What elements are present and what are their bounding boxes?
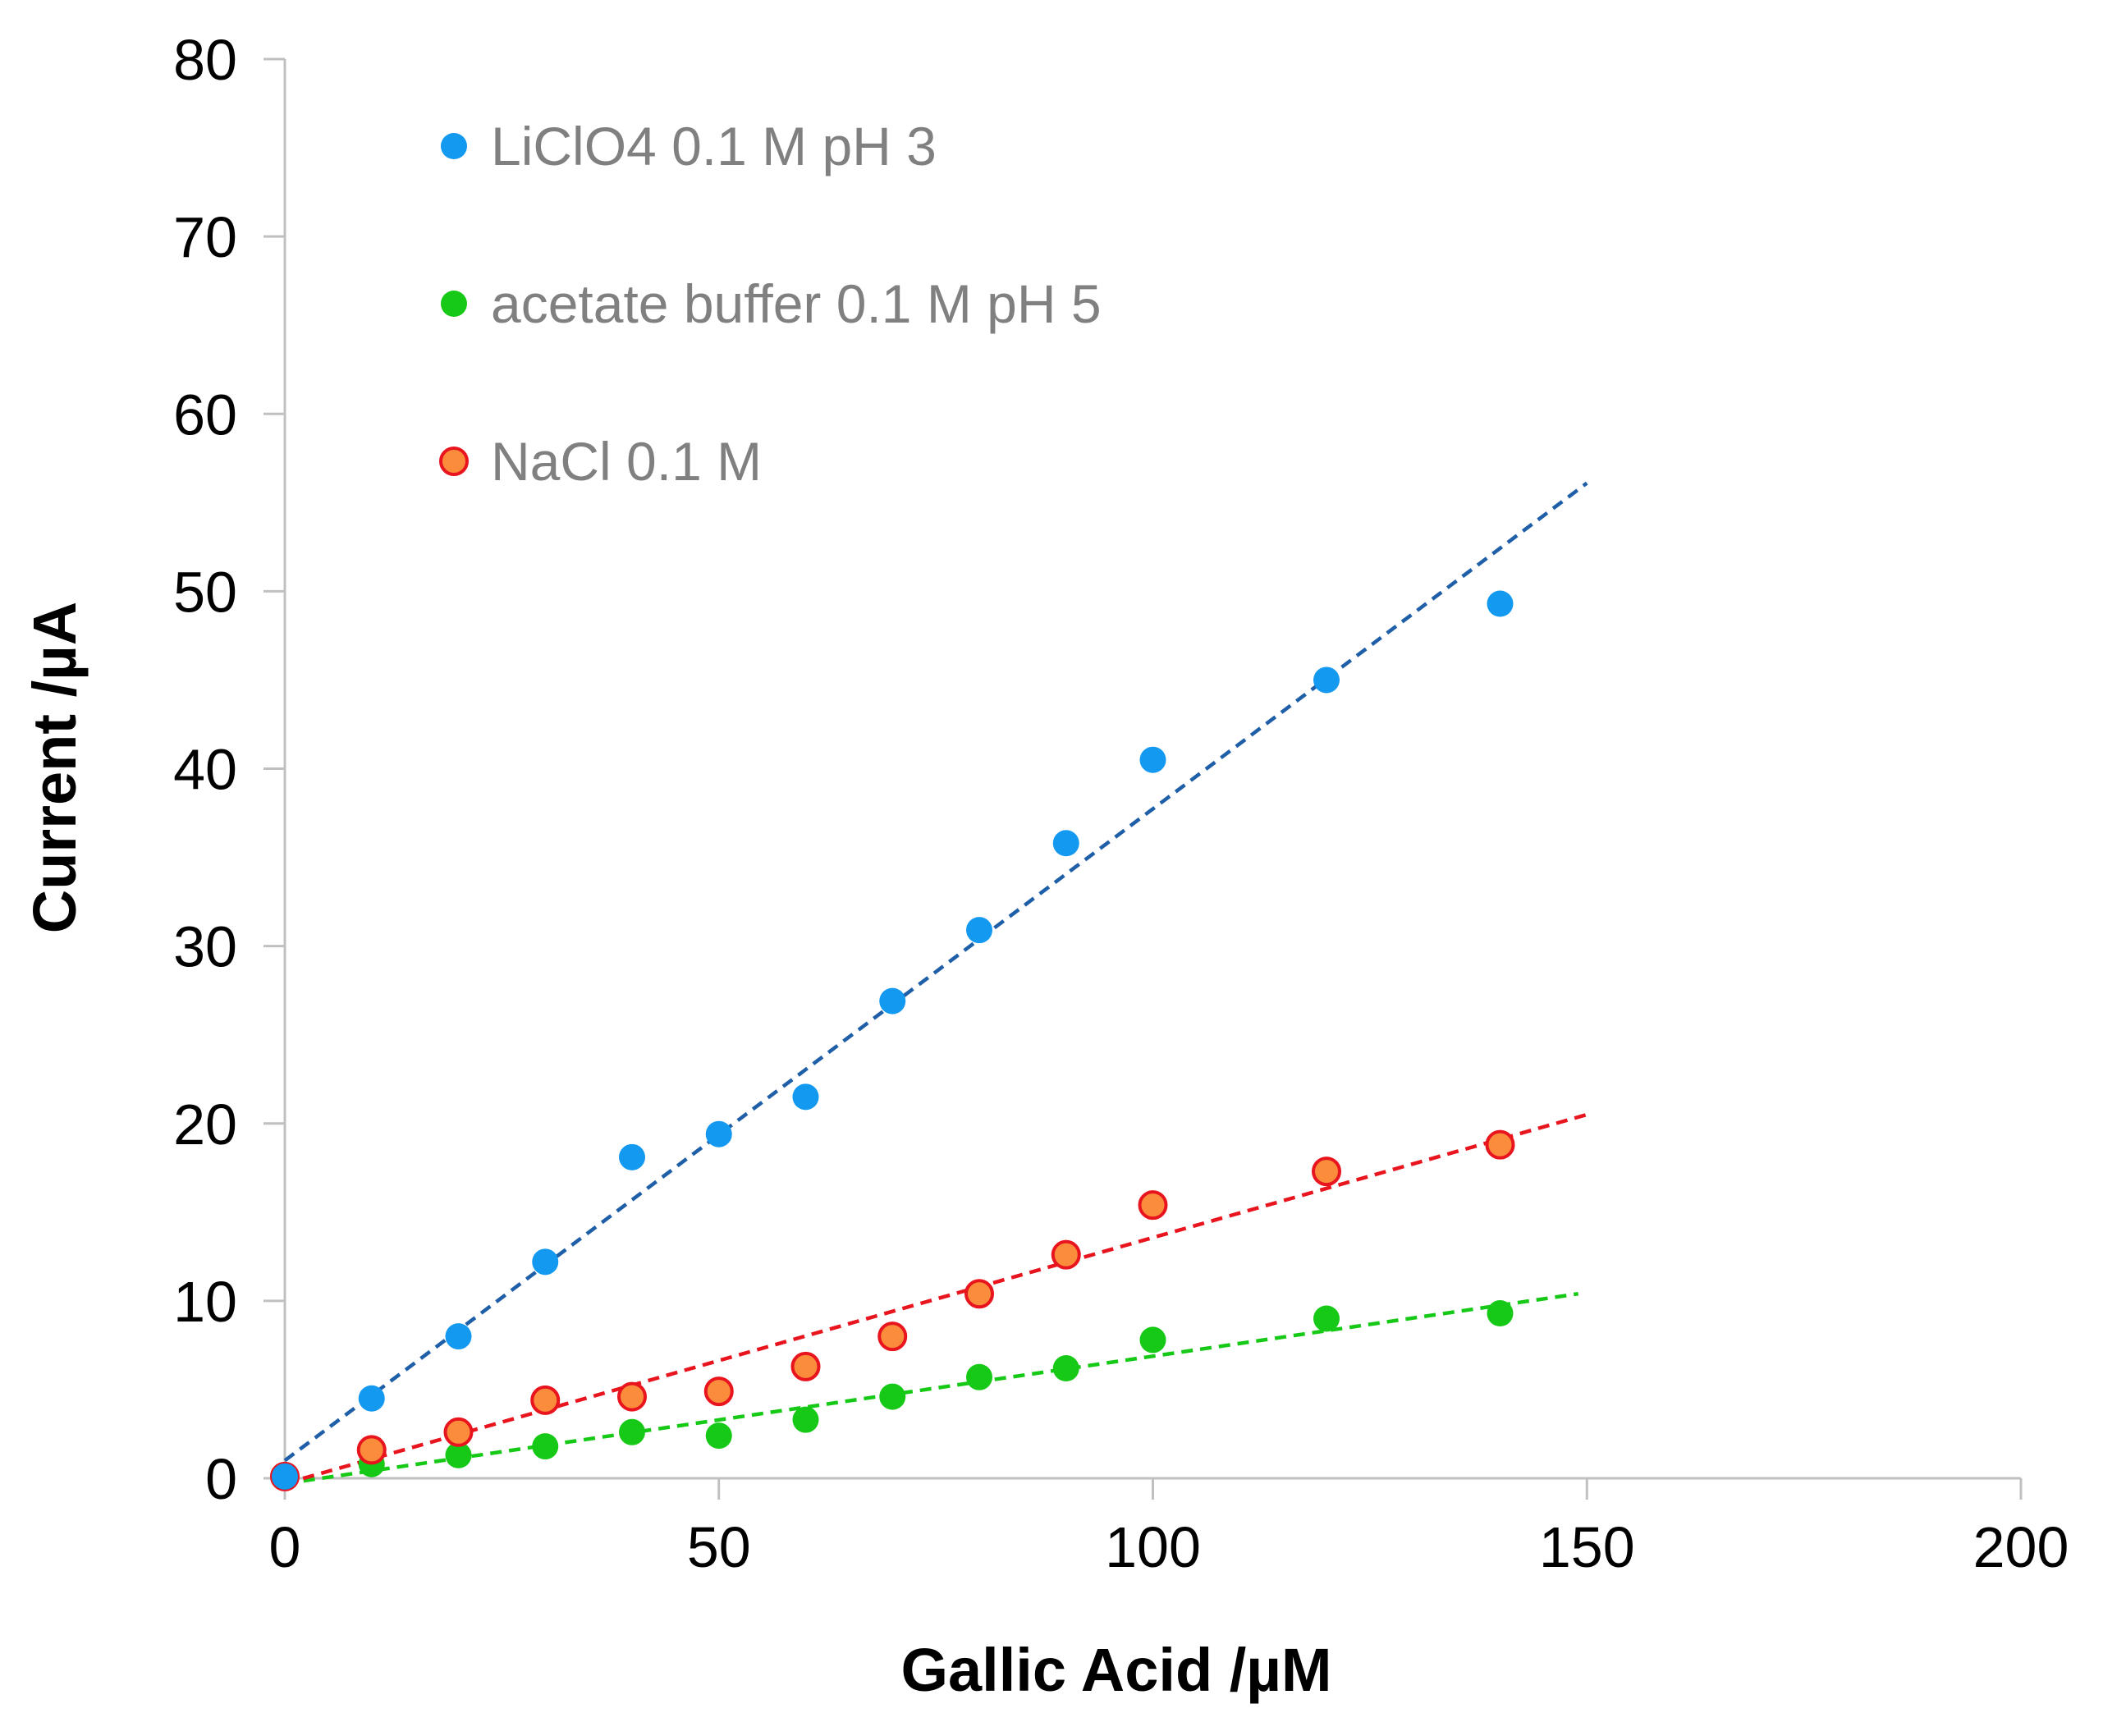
trendline bbox=[283, 481, 1588, 1463]
data-points bbox=[270, 590, 1515, 1491]
data-point bbox=[879, 987, 906, 1015]
legend: LiClO4 0.1 M pH 3 acetate buffer 0.1 M pH… bbox=[439, 116, 1102, 492]
data-point bbox=[1138, 1190, 1168, 1221]
x-axis-title: Gallic Acid /µM bbox=[900, 1636, 1331, 1704]
x-tick-label: 50 bbox=[687, 1515, 751, 1579]
trendline bbox=[284, 1292, 1579, 1486]
data-point bbox=[1052, 1355, 1079, 1382]
data-point bbox=[358, 1385, 385, 1412]
data-point bbox=[445, 1441, 472, 1468]
y-tick-label: 0 bbox=[205, 1447, 237, 1511]
data-point bbox=[532, 1433, 559, 1460]
data-point bbox=[1312, 1157, 1341, 1187]
data-point bbox=[1052, 830, 1079, 857]
trendline bbox=[284, 1112, 1588, 1486]
legend-marker bbox=[441, 291, 467, 317]
data-point bbox=[1051, 1239, 1081, 1270]
data-point bbox=[879, 1383, 906, 1410]
data-point bbox=[705, 1422, 732, 1450]
y-tick-label: 60 bbox=[173, 382, 237, 447]
trendlines bbox=[283, 481, 1588, 1486]
legend-label: LiClO4 0.1 M pH 3 bbox=[491, 116, 937, 176]
data-point bbox=[1139, 1326, 1166, 1354]
x-tick-label: 100 bbox=[1105, 1515, 1201, 1579]
data-point bbox=[619, 1418, 645, 1445]
x-tick-label: 0 bbox=[269, 1515, 301, 1579]
data-point bbox=[445, 1323, 472, 1350]
data-point bbox=[966, 917, 992, 944]
data-point bbox=[617, 1381, 647, 1412]
legend-label: NaCl 0.1 M bbox=[491, 431, 762, 492]
data-point bbox=[1313, 1305, 1340, 1332]
data-point bbox=[877, 1321, 908, 1352]
x-tick-label: 150 bbox=[1539, 1515, 1635, 1579]
axes: 0 10 20 30 40 50 60 70 80 0 50 100 150 200 bbox=[173, 28, 2069, 1579]
data-point bbox=[356, 1435, 387, 1465]
data-point bbox=[1139, 746, 1166, 773]
data-point bbox=[530, 1385, 561, 1415]
x-tick-label: 200 bbox=[1973, 1515, 2069, 1579]
y-tick-label: 80 bbox=[173, 28, 237, 92]
data-point bbox=[792, 1083, 819, 1111]
data-point bbox=[1487, 1300, 1514, 1327]
y-tick-label: 20 bbox=[173, 1092, 237, 1157]
data-point bbox=[705, 1120, 732, 1147]
y-axis-title: Current /µA bbox=[21, 602, 89, 933]
y-tick-label: 40 bbox=[173, 738, 237, 802]
y-tick-label: 50 bbox=[173, 560, 237, 624]
data-point bbox=[1313, 666, 1340, 694]
y-tick-label: 10 bbox=[173, 1270, 237, 1334]
data-point bbox=[443, 1417, 474, 1447]
data-point bbox=[790, 1351, 821, 1381]
data-point bbox=[532, 1248, 559, 1276]
data-point bbox=[1485, 1129, 1515, 1160]
y-tick-label: 70 bbox=[173, 205, 237, 269]
legend-label: acetate buffer 0.1 M pH 5 bbox=[491, 273, 1102, 334]
data-point bbox=[1487, 590, 1514, 617]
legend-marker bbox=[439, 447, 469, 476]
data-point bbox=[703, 1376, 734, 1407]
data-point bbox=[964, 1279, 994, 1309]
data-point bbox=[272, 1463, 298, 1490]
data-point bbox=[966, 1363, 992, 1390]
legend-marker bbox=[441, 133, 467, 159]
data-point bbox=[792, 1406, 819, 1433]
data-point bbox=[619, 1143, 645, 1170]
y-tick-label: 30 bbox=[173, 915, 237, 979]
